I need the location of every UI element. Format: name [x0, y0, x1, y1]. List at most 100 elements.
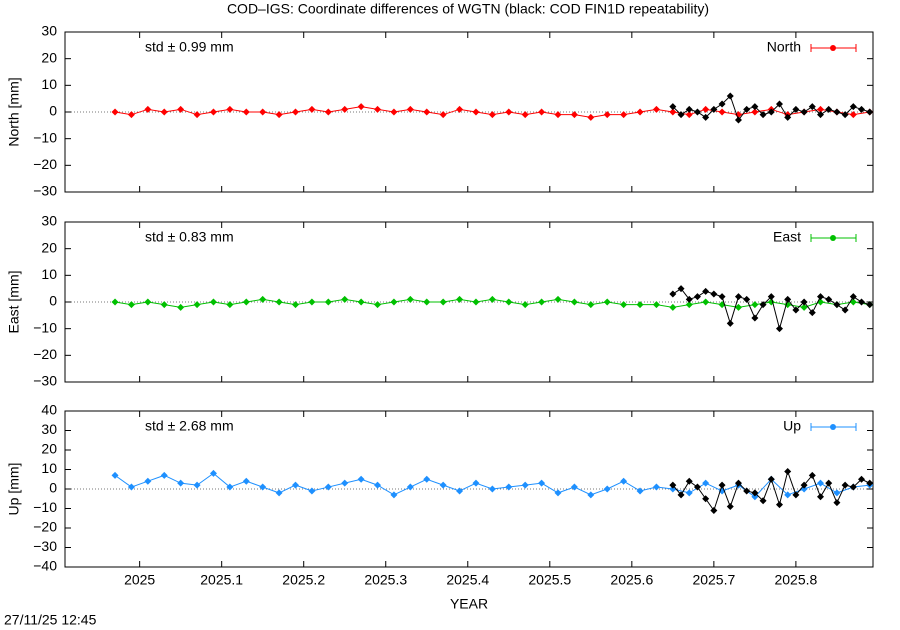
data-point	[193, 111, 201, 119]
data-point	[792, 105, 800, 113]
y-tick-label: 30	[41, 421, 57, 437]
data-point	[685, 301, 693, 309]
data-point	[800, 298, 808, 306]
data-point	[308, 298, 316, 306]
data-point	[808, 471, 816, 479]
data-point	[800, 303, 808, 311]
data-point	[570, 483, 578, 491]
data-point	[849, 111, 857, 119]
data-point	[718, 293, 726, 301]
data-point	[374, 301, 382, 309]
y-tick-label: 10	[41, 460, 57, 476]
data-point	[743, 487, 751, 495]
data-point	[775, 100, 783, 108]
data-point	[456, 295, 464, 303]
data-point	[603, 485, 611, 493]
data-point	[308, 487, 316, 495]
y-tick-label: 20	[41, 49, 57, 65]
data-point	[423, 298, 431, 306]
data-point	[669, 481, 677, 489]
data-point	[669, 303, 677, 311]
annotation: std ± 0.83 mm	[145, 229, 234, 245]
legend-marker	[830, 45, 836, 51]
y-tick-label: −20	[33, 346, 57, 362]
data-point	[718, 100, 726, 108]
x-tick-label: 2025.3	[364, 572, 407, 588]
data-point	[866, 301, 874, 309]
data-point	[693, 483, 701, 491]
data-point	[488, 295, 496, 303]
data-point	[341, 479, 349, 487]
data-point	[751, 314, 759, 322]
data-point	[324, 298, 332, 306]
data-point	[833, 499, 841, 507]
plot-frame	[64, 410, 874, 568]
data-point	[127, 111, 135, 119]
data-point	[275, 298, 283, 306]
data-point	[751, 108, 759, 116]
data-point	[808, 103, 816, 111]
data-point	[710, 290, 718, 298]
data-point	[702, 479, 710, 487]
data-point	[677, 111, 685, 119]
y-tick-label: −30	[33, 183, 57, 199]
data-point	[603, 298, 611, 306]
data-point	[792, 491, 800, 499]
data-point	[800, 481, 808, 489]
data-point	[784, 467, 792, 475]
data-point	[472, 479, 480, 487]
data-point	[792, 306, 800, 314]
data-point	[587, 491, 595, 499]
data-point	[439, 298, 447, 306]
legend-marker	[830, 424, 836, 430]
data-point	[849, 483, 857, 491]
data-point	[209, 469, 217, 477]
data-point	[521, 111, 529, 119]
data-point	[308, 105, 316, 113]
data-point	[775, 501, 783, 509]
data-point	[693, 293, 701, 301]
y-tick-label: 30	[41, 213, 57, 229]
data-point	[636, 487, 644, 495]
data-point	[554, 111, 562, 119]
legend-label: North	[767, 39, 801, 55]
data-point	[685, 111, 693, 119]
y-tick-label: 0	[49, 480, 57, 496]
data-point	[669, 108, 677, 116]
data-point	[390, 108, 398, 116]
data-point	[144, 105, 152, 113]
data-point	[160, 301, 168, 309]
y-tick-label: 20	[41, 239, 57, 255]
data-point	[406, 483, 414, 491]
data-point	[406, 295, 414, 303]
data-point	[677, 285, 685, 293]
y-tick-label: 0	[49, 293, 57, 309]
data-point	[726, 319, 734, 327]
legend-label: East	[773, 229, 801, 245]
data-point	[242, 108, 250, 116]
data-point	[775, 325, 783, 333]
data-point	[259, 108, 267, 116]
data-point	[292, 301, 300, 309]
data-point	[226, 483, 234, 491]
data-point	[800, 108, 808, 116]
y-tick-label: 30	[41, 23, 57, 39]
data-point	[866, 479, 874, 487]
data-point	[242, 477, 250, 485]
data-point	[734, 116, 742, 124]
data-point	[456, 487, 464, 495]
data-point	[374, 481, 382, 489]
annotation: std ± 0.99 mm	[145, 39, 234, 55]
data-point	[160, 471, 168, 479]
data-point	[538, 479, 546, 487]
data-point	[669, 290, 677, 298]
data-point	[423, 475, 431, 483]
data-point	[292, 108, 300, 116]
data-point	[111, 471, 119, 479]
data-point	[743, 295, 751, 303]
data-point	[177, 479, 185, 487]
data-point	[144, 477, 152, 485]
data-point	[726, 503, 734, 511]
data-point	[825, 105, 833, 113]
